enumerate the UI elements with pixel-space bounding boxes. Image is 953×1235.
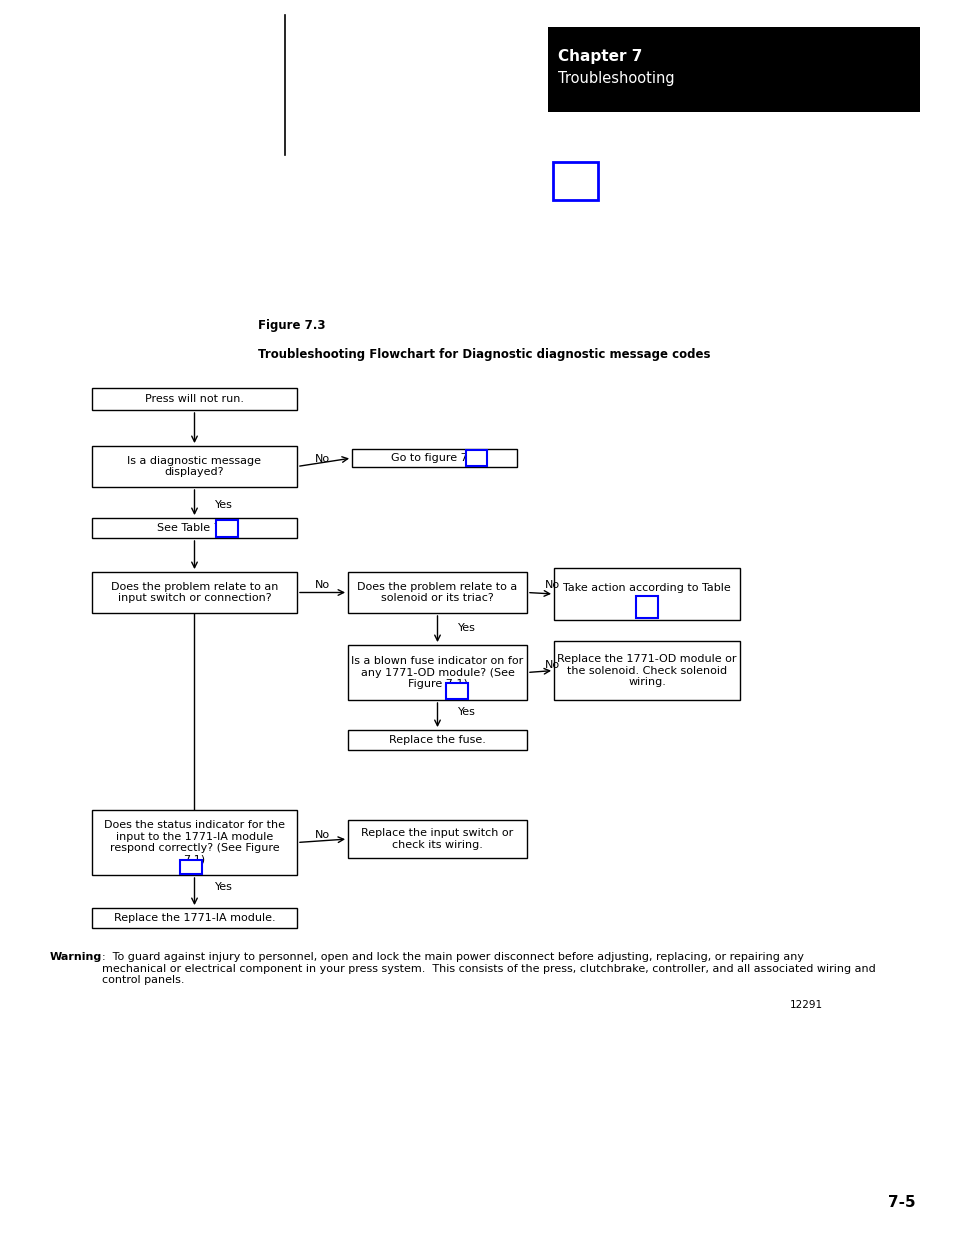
Bar	[91, 517, 296, 538]
Text: Go to figure 7.2: Go to figure 7.2	[391, 453, 477, 463]
Text: Yes: Yes	[457, 706, 475, 718]
Bar	[352, 450, 517, 467]
Text: Does the problem relate to an
input switch or connection?: Does the problem relate to an input swit…	[111, 582, 278, 604]
Text: Yes: Yes	[214, 882, 233, 892]
Text: No: No	[314, 453, 330, 463]
Bar	[216, 520, 237, 536]
Text: Is a diagnostic message
displayed?: Is a diagnostic message displayed?	[128, 456, 261, 477]
Text: 12291: 12291	[789, 1000, 822, 1010]
Bar	[348, 645, 526, 700]
Text: Figure 7.3: Figure 7.3	[257, 319, 325, 332]
Bar	[91, 388, 296, 410]
Text: Warning: Warning	[50, 952, 102, 962]
Text: Yes: Yes	[457, 622, 475, 634]
Bar	[547, 27, 919, 112]
Text: Chapter 7: Chapter 7	[558, 49, 641, 64]
Bar	[446, 683, 467, 699]
Text: No: No	[314, 830, 330, 840]
Text: Replace the fuse.: Replace the fuse.	[389, 735, 485, 745]
Bar	[348, 730, 526, 750]
Text: Troubleshooting Flowchart for Diagnostic diagnostic message codes: Troubleshooting Flowchart for Diagnostic…	[257, 348, 710, 361]
Text: Does the status indicator for the
input to the 1771-IA module
respond correctly?: Does the status indicator for the input …	[104, 820, 285, 864]
Text: Does the problem relate to a
solenoid or its triac?: Does the problem relate to a solenoid or…	[357, 582, 517, 604]
Text: Replace the input switch or
check its wiring.: Replace the input switch or check its wi…	[361, 829, 513, 850]
Text: Troubleshooting: Troubleshooting	[558, 70, 674, 86]
Text: Replace the 1771-OD module or
the solenoid. Check solenoid
wiring.: Replace the 1771-OD module or the soleno…	[557, 653, 736, 687]
Bar	[91, 908, 296, 927]
Text: Yes: Yes	[214, 500, 233, 510]
Text: 7-5: 7-5	[887, 1195, 915, 1210]
Text: No: No	[544, 579, 559, 589]
Bar	[91, 572, 296, 613]
Text: Is a blown fuse indicator on for
any 1771-OD module? (See
Figure 7.1): Is a blown fuse indicator on for any 177…	[351, 656, 523, 689]
Bar	[180, 860, 202, 874]
Bar	[554, 641, 740, 700]
Bar	[465, 451, 487, 466]
Text: See Table 7.C: See Table 7.C	[157, 522, 232, 534]
Bar	[636, 597, 657, 618]
Bar	[91, 810, 296, 876]
Text: Press will not run.: Press will not run.	[145, 394, 244, 404]
Text: Replace the 1771-IA module.: Replace the 1771-IA module.	[113, 913, 275, 923]
Bar	[554, 568, 740, 620]
Text: Take action according to Table
7.C: Take action according to Table 7.C	[562, 583, 730, 605]
Bar	[348, 820, 526, 858]
Text: No: No	[314, 579, 330, 589]
Bar	[348, 572, 526, 613]
Bar	[91, 446, 296, 487]
Text: :  To guard against injury to personnel, open and lock the main power disconnect: : To guard against injury to personnel, …	[102, 952, 875, 986]
Text: No: No	[544, 659, 559, 669]
Bar	[553, 162, 598, 200]
